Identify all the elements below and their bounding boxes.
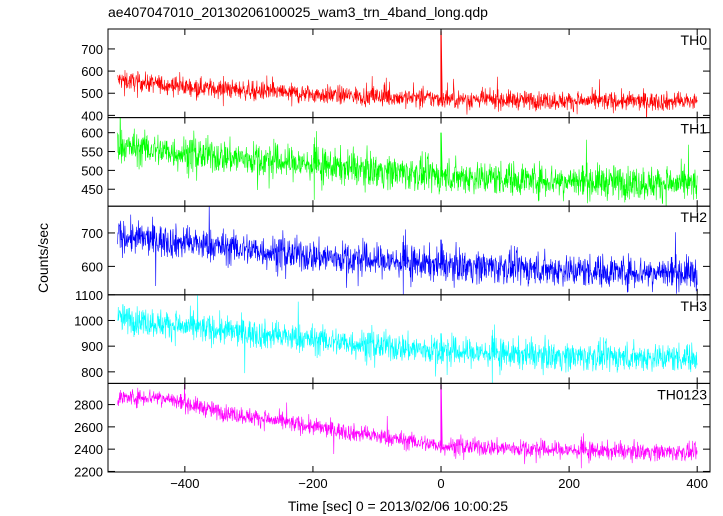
x-tick-label: 200 [558, 476, 580, 491]
y-tick-label-th2: 700 [81, 226, 103, 241]
spike-th2 [440, 239, 443, 265]
series-line-th3 [117, 294, 698, 384]
y-tick-label-th3: 1000 [74, 313, 103, 328]
series-line-th0 [117, 70, 698, 118]
y-tick-label-th0: 600 [81, 64, 103, 79]
y-tick-label-th2: 600 [81, 259, 103, 274]
y-tick-label-th3: 800 [81, 365, 103, 380]
panels-group: 400 500 600 700 TH0 450 500 550 600 TH1 600 700 TH2 8… [74, 28, 711, 491]
series-line-th1 [117, 117, 698, 207]
series-line-th0123 [117, 383, 698, 469]
y-tick-label-th1: 600 [81, 126, 103, 141]
panel-frame-th3 [107, 294, 711, 384]
y-tick-label-th0: 400 [81, 108, 103, 123]
panel-frame-th0123 [107, 382, 711, 473]
panel-label-th2: TH2 [681, 209, 708, 225]
y-axis-title: Counts/sec [35, 223, 51, 293]
y-tick-label-th1: 500 [81, 163, 103, 178]
x-tick-label: −200 [298, 476, 327, 491]
x-tick-label: −400 [170, 476, 199, 491]
chart-title: ae407047010_20130206100025_wam3_trn_4ban… [108, 4, 488, 20]
panel-label-th0: TH0 [681, 32, 708, 48]
y-tick-label-th0123: 2600 [74, 420, 103, 435]
x-tick-label: 400 [686, 476, 708, 491]
y-tick-label-th3: 900 [81, 339, 103, 354]
spike-th3 [440, 333, 443, 352]
panel-frame-th2 [107, 205, 711, 296]
spike-th0 [440, 31, 443, 99]
x-axis-title: Time [sec] 0 = 2013/02/06 10:00:25 [288, 498, 508, 514]
y-tick-label-th0123: 2800 [74, 398, 103, 413]
y-tick-label-th0123: 2200 [74, 464, 103, 479]
y-tick-label-th0: 500 [81, 86, 103, 101]
x-tick-label: 0 [437, 476, 444, 491]
series-line-th2 [117, 206, 698, 295]
spike-th1 [440, 132, 443, 177]
panel-label-th0123: TH0123 [657, 386, 707, 402]
y-tick-label-th3: 1100 [75, 288, 103, 303]
y-tick-label-th1: 450 [81, 182, 103, 197]
panel-frame-th0 [107, 28, 711, 119]
y-tick-label-th1: 550 [81, 145, 103, 160]
panel-label-th3: TH3 [681, 298, 708, 314]
spike-th0123 [440, 384, 443, 446]
y-tick-label-th0123: 2400 [74, 442, 103, 457]
y-tick-label-th0: 700 [81, 42, 103, 57]
panel-label-th1: TH1 [681, 121, 708, 137]
